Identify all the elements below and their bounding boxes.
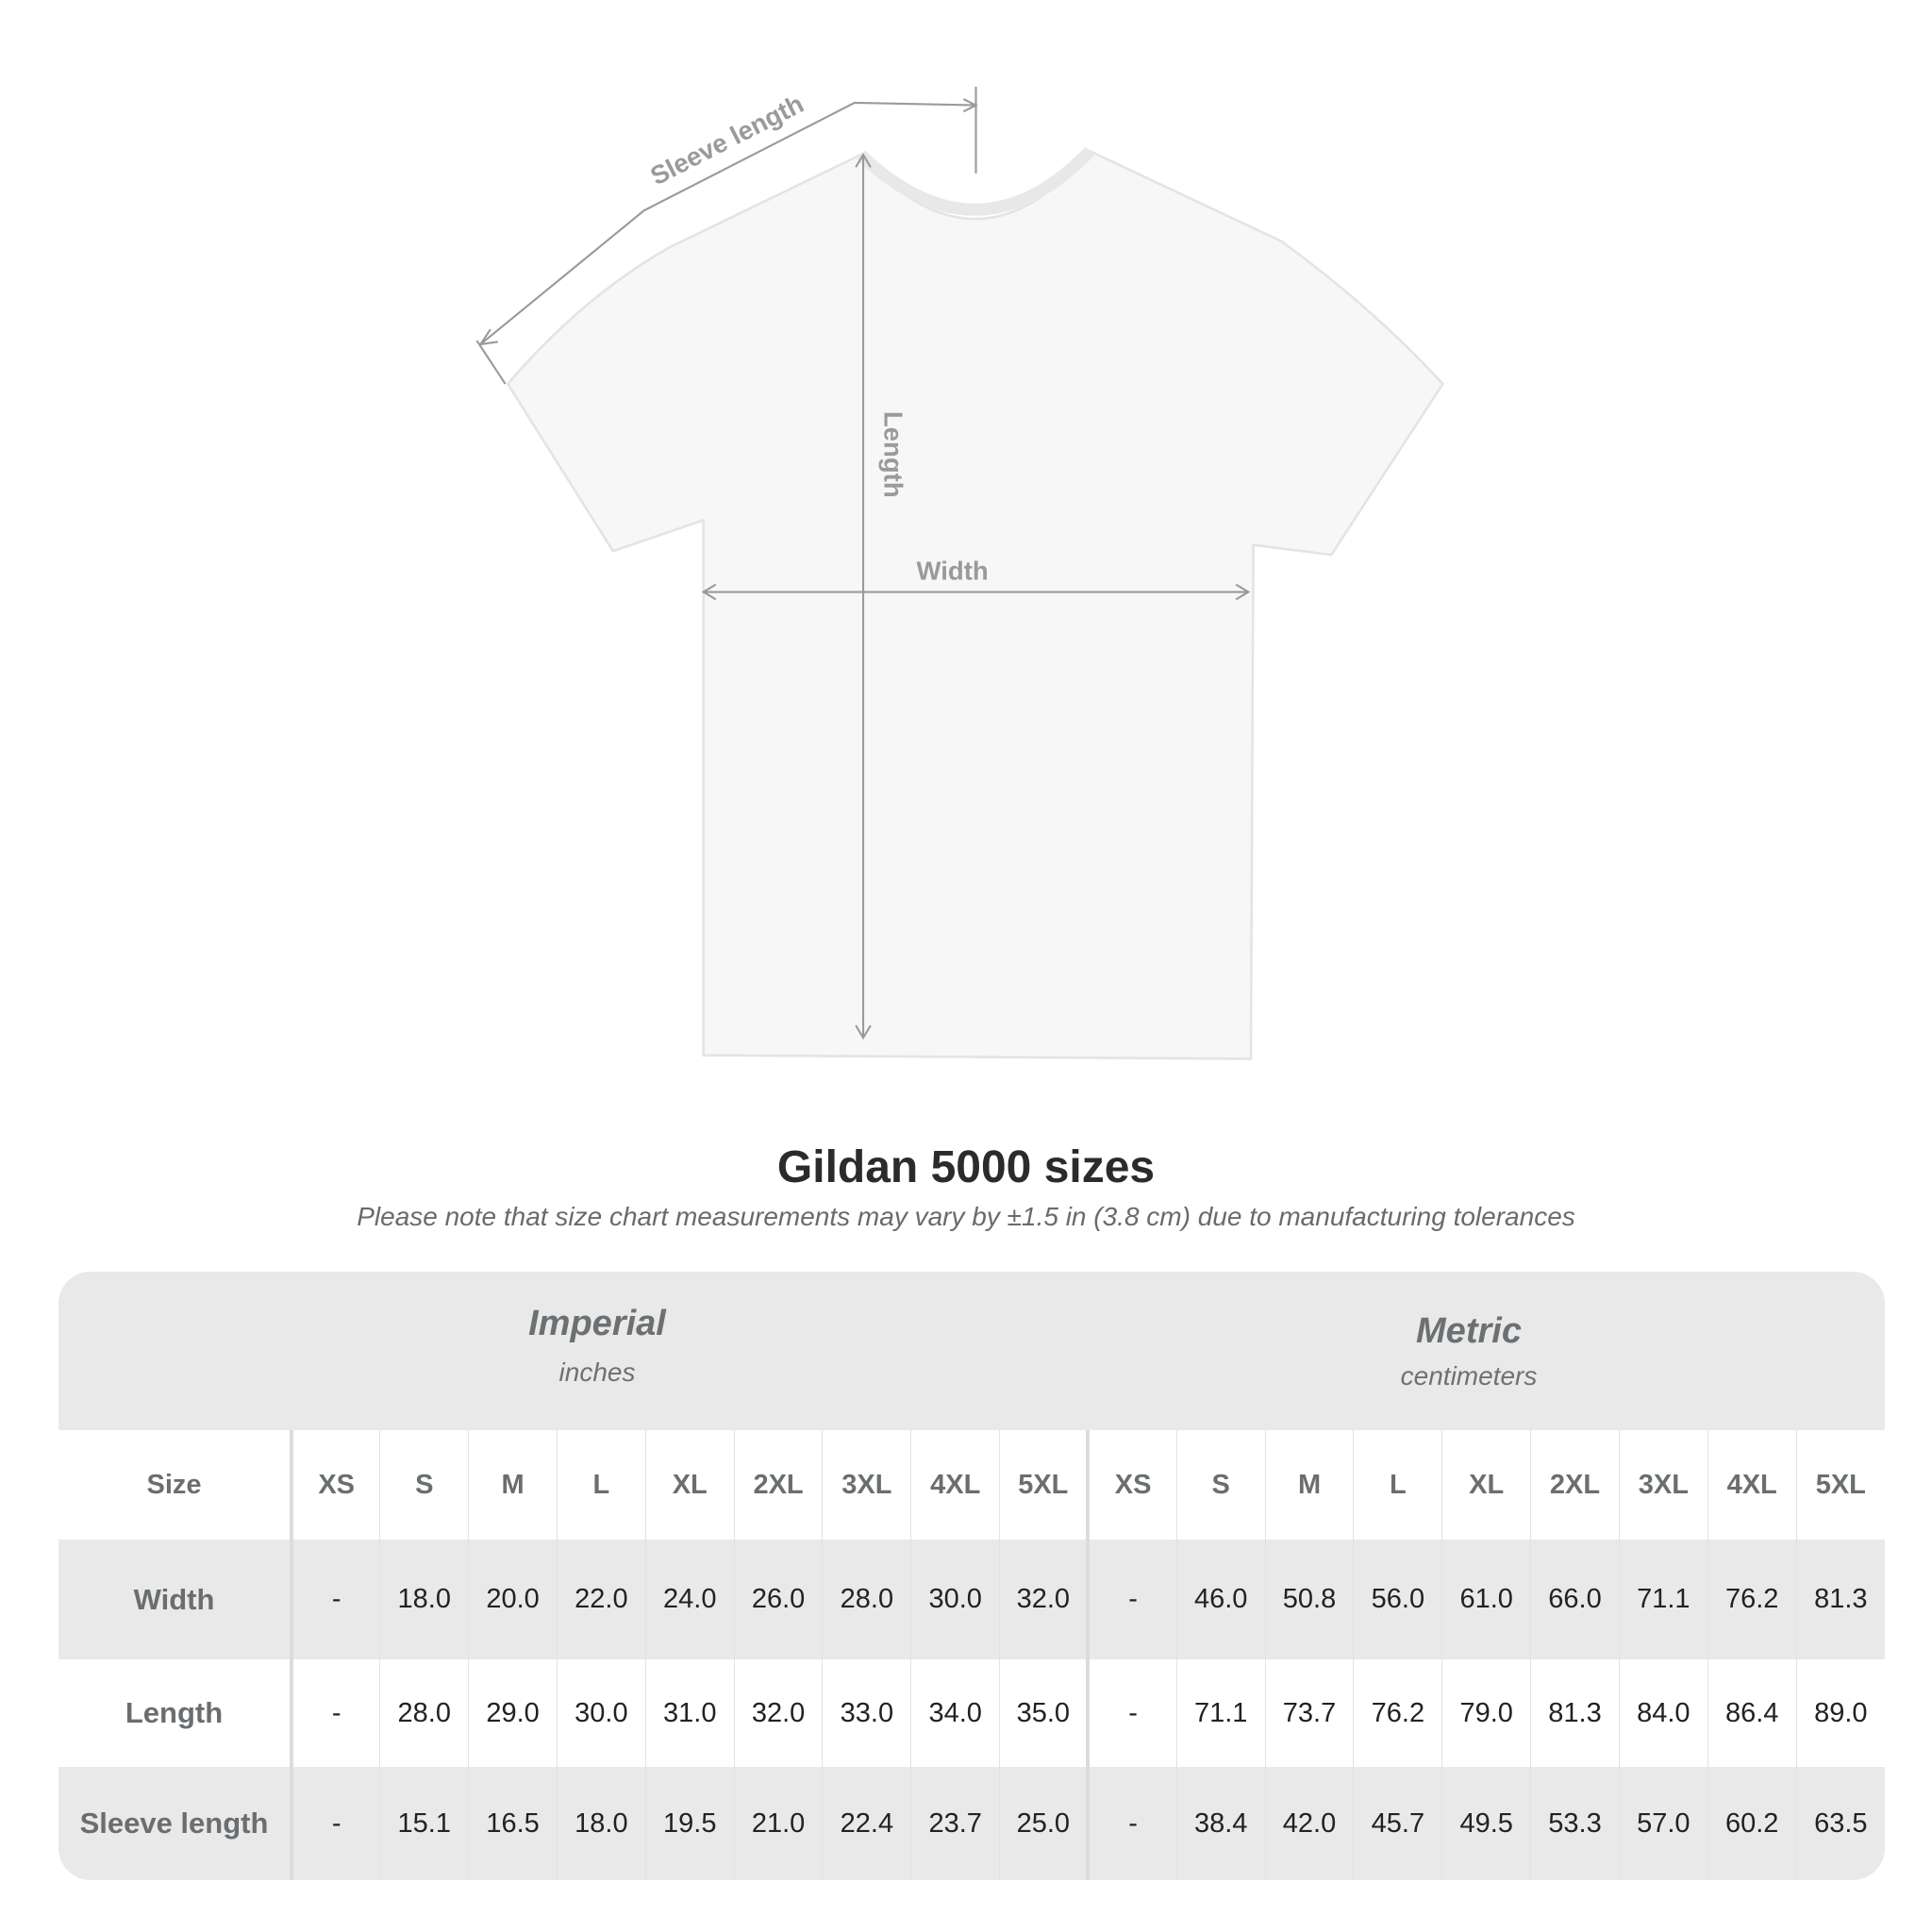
size-header-imperial-xs: XS	[291, 1430, 380, 1540]
table-row: Sleeve length -15.1 16.5 18.0 19.5 21.0 22.4 23…	[58, 1767, 1885, 1880]
cell-imperial: -	[291, 1540, 380, 1659]
size-header-metric-5xl: 5XL	[1795, 1430, 1885, 1540]
cell-imperial: 20.0	[468, 1540, 558, 1659]
table-row: Length -28.0 29.0 30.0 31.0 32.0 33.0 34.0 35.0-…	[58, 1659, 1885, 1767]
cell-imperial: -	[291, 1767, 380, 1880]
cell-metric: 42.0	[1264, 1767, 1354, 1880]
metric-unit: centimeters	[1400, 1361, 1538, 1391]
cell-imperial: 30.0	[910, 1540, 1000, 1659]
size-header-imperial-3xl: 3XL	[822, 1430, 911, 1540]
cell-imperial: 22.0	[556, 1540, 646, 1659]
cell-imperial: 16.5	[468, 1767, 558, 1880]
cell-metric: 66.0	[1530, 1540, 1620, 1659]
cell-imperial: 30.0	[556, 1659, 646, 1767]
size-header-metric-xl: XL	[1441, 1430, 1531, 1540]
cell-metric: 53.3	[1530, 1767, 1620, 1880]
page-title: Gildan 5000 sizes	[776, 1142, 1156, 1192]
cell-imperial: -	[291, 1659, 380, 1767]
metric-title: Metric	[1416, 1311, 1522, 1351]
length-label: Length	[878, 411, 908, 498]
cell-metric: -	[1086, 1767, 1177, 1880]
cell-imperial: 18.0	[556, 1767, 646, 1880]
measure-lines	[475, 86, 1251, 1041]
cell-imperial: 18.0	[379, 1540, 469, 1659]
size-label: Size	[58, 1430, 293, 1540]
cell-imperial: 28.0	[379, 1659, 469, 1767]
width-label: Width	[916, 556, 988, 585]
collar	[856, 146, 1094, 216]
size-header-imperial-4xl: 4XL	[910, 1430, 1000, 1540]
cell-metric: 81.3	[1795, 1540, 1885, 1659]
cell-imperial: 32.0	[733, 1659, 823, 1767]
cell-metric: 56.0	[1353, 1540, 1442, 1659]
cell-metric: 49.5	[1441, 1767, 1531, 1880]
cell-imperial: 19.5	[644, 1767, 735, 1880]
row-label: Sleeve length	[58, 1767, 293, 1880]
cell-metric: 46.0	[1175, 1540, 1266, 1659]
cell-metric: 60.2	[1707, 1767, 1797, 1880]
cell-imperial: 24.0	[644, 1540, 735, 1659]
table-row: Width -18.0 20.0 22.0 24.0 26.0 28.0 30.0 32.0-4…	[58, 1540, 1885, 1659]
cell-metric: 76.2	[1353, 1659, 1442, 1767]
cell-metric: 71.1	[1618, 1540, 1708, 1659]
cell-imperial: 26.0	[733, 1540, 823, 1659]
size-header-metric-l: L	[1353, 1430, 1442, 1540]
cell-metric: 45.7	[1353, 1767, 1442, 1880]
cell-metric: 57.0	[1618, 1767, 1708, 1880]
size-header-metric-3xl: 3XL	[1618, 1430, 1708, 1540]
row-label: Width	[58, 1540, 293, 1659]
size-header-imperial-2xl: 2XL	[733, 1430, 823, 1540]
size-header-imperial-l: L	[556, 1430, 646, 1540]
size-header-imperial-s: S	[379, 1430, 469, 1540]
imperial-title: Imperial	[528, 1304, 666, 1343]
cell-imperial: 22.4	[822, 1767, 911, 1880]
cell-metric: -	[1086, 1659, 1177, 1767]
cell-metric: 63.5	[1795, 1767, 1885, 1880]
size-header-metric-s: S	[1175, 1430, 1266, 1540]
size-header-row: Size XS S M L XL 2XL 3XL 4XL 5XL XS S M L XL 2XL 3XL 4XL 5…	[58, 1430, 1885, 1540]
metric-header: Metric centimeters	[1044, 1311, 1885, 1391]
imperial-header: Imperial inches	[173, 1304, 1022, 1388]
size-table: Imperial inches Metric centimeters Size X…	[58, 1272, 1885, 1880]
size-header-imperial-xl: XL	[644, 1430, 735, 1540]
size-header-metric-2xl: 2XL	[1530, 1430, 1620, 1540]
cell-metric: 61.0	[1441, 1540, 1531, 1659]
cell-imperial: 15.1	[379, 1767, 469, 1880]
cell-imperial: 34.0	[910, 1659, 1000, 1767]
size-header-metric-m: M	[1264, 1430, 1354, 1540]
cell-imperial: 28.0	[822, 1540, 911, 1659]
size-header-metric-4xl: 4XL	[1707, 1430, 1797, 1540]
cell-imperial: 29.0	[468, 1659, 558, 1767]
size-header-imperial-m: M	[468, 1430, 558, 1540]
cell-imperial: 35.0	[999, 1659, 1089, 1767]
cell-imperial: 23.7	[910, 1767, 1000, 1880]
tshirt-image	[506, 149, 1445, 1060]
sleeve-length-tick-left	[475, 340, 507, 385]
cell-metric: 86.4	[1707, 1659, 1797, 1767]
imperial-unit: inches	[558, 1357, 636, 1387]
cell-metric: 84.0	[1618, 1659, 1708, 1767]
cell-imperial: 25.0	[999, 1767, 1089, 1880]
cell-imperial: 32.0	[999, 1540, 1089, 1659]
cell-metric: 76.2	[1707, 1540, 1797, 1659]
sleeve-length-line	[479, 101, 976, 345]
row-label: Length	[58, 1659, 293, 1767]
cell-metric: 81.3	[1530, 1659, 1620, 1767]
size-grid: Size XS S M L XL 2XL 3XL 4XL 5XL XS S M L XL 2XL 3XL 4XL 5…	[58, 1430, 1885, 1880]
cell-imperial: 21.0	[733, 1767, 823, 1880]
size-header-imperial-5xl: 5XL	[999, 1430, 1089, 1540]
cell-metric: 38.4	[1175, 1767, 1266, 1880]
unit-header-band	[58, 1272, 1885, 1430]
cell-metric: -	[1086, 1540, 1177, 1659]
size-header-metric-xs: XS	[1086, 1430, 1177, 1540]
cell-metric: 79.0	[1441, 1659, 1531, 1767]
cell-metric: 50.8	[1264, 1540, 1354, 1659]
cell-imperial: 33.0	[822, 1659, 911, 1767]
tolerance-note: Please note that size chart measurements…	[357, 1202, 1575, 1231]
cell-imperial: 31.0	[644, 1659, 735, 1767]
cell-metric: 89.0	[1795, 1659, 1885, 1767]
cell-metric: 71.1	[1175, 1659, 1266, 1767]
cell-metric: 73.7	[1264, 1659, 1354, 1767]
